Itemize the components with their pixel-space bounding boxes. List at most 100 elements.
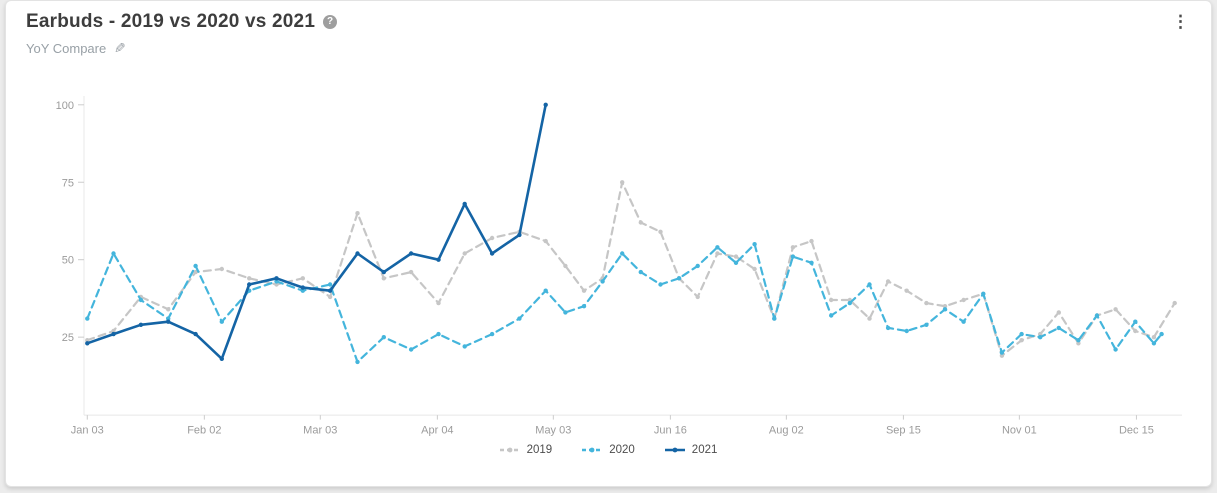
series-point-2021 (193, 331, 198, 337)
series-point-2021 (436, 257, 441, 262)
series-point-2019 (924, 300, 929, 306)
legend-label: 2021 (691, 444, 718, 456)
page-title: Earbuds - 2019 vs 2020 vs 2021 (26, 11, 316, 32)
series-point-2019 (790, 245, 796, 250)
series-point-2020 (847, 300, 852, 306)
x-tick-label: Nov 01 (1002, 425, 1037, 437)
series-point-2020 (462, 344, 467, 349)
series-point-2021 (543, 102, 548, 108)
series-point-2019 (1113, 307, 1118, 312)
series-point-2020 (408, 347, 414, 352)
legend-marker-2020 (582, 447, 603, 453)
card-header: Earbuds - 2019 vs 2020 vs 2021 ? YoY Com… (26, 11, 338, 57)
series-point-2021 (138, 322, 144, 327)
series-point-2020 (166, 316, 171, 321)
series-point-2020 (563, 310, 568, 315)
series-point-2020 (809, 260, 814, 265)
series-point-2019 (1038, 331, 1043, 337)
series-point-2020 (638, 269, 643, 275)
series-point-2019 (695, 294, 700, 300)
series-point-2020 (111, 251, 116, 256)
x-tick-label: Jan 03 (71, 425, 104, 437)
legend-marker-2019 (499, 447, 520, 453)
series-line-2019[interactable] (86, 181, 1176, 357)
series-point-2021 (381, 269, 386, 275)
series-point-2020 (715, 245, 720, 250)
series-point-2019 (563, 263, 568, 269)
series-point-2020 (600, 279, 605, 284)
series-point-2021 (219, 356, 224, 361)
series-point-2019 (1076, 341, 1081, 346)
series-point-2019 (489, 235, 495, 241)
series-point-2019 (247, 276, 252, 281)
series-point-2019 (942, 304, 948, 309)
legend-item-2021[interactable]: 2021 (664, 444, 718, 456)
series-point-2020 (924, 322, 929, 327)
series-point-2019 (462, 251, 467, 256)
series-point-2020 (695, 263, 700, 269)
series-point-2020 (829, 313, 834, 318)
series-point-2020 (543, 288, 548, 293)
legend-marker-2021 (664, 447, 685, 453)
series-point-2020 (517, 316, 522, 321)
series-point-2020 (300, 288, 305, 293)
x-tick-label: Mar 03 (303, 425, 337, 437)
series-line-2020[interactable] (86, 243, 1163, 363)
series-point-2020 (999, 350, 1005, 355)
series-point-2020 (1133, 319, 1138, 324)
series-point-2019 (867, 316, 872, 321)
series-point-2019 (436, 300, 441, 306)
series-point-2021 (300, 285, 305, 290)
y-tick-label: 100 (56, 100, 74, 112)
series-point-2019 (111, 328, 116, 334)
series-point-2019 (658, 229, 663, 234)
series-point-2019 (904, 288, 909, 293)
series-point-2020 (1113, 347, 1118, 352)
series-point-2020 (658, 282, 663, 287)
series-point-2020 (381, 335, 386, 340)
series-line-2021[interactable] (86, 103, 547, 361)
series-point-2019 (638, 220, 643, 225)
series-point-2019 (620, 180, 625, 185)
series-point-2020 (620, 251, 625, 256)
series-point-2019 (543, 238, 548, 244)
series-point-2019 (193, 269, 198, 275)
series-point-2020 (1159, 331, 1164, 337)
series-point-2019 (715, 251, 720, 256)
series-point-2019 (300, 276, 305, 281)
series-point-2020 (138, 297, 144, 303)
series-point-2021 (327, 288, 333, 293)
series-point-2020 (885, 325, 891, 331)
chart-canvas[interactable]: 25 50 75 100 Jan 03 Feb 02 Mar 03 Apr 04 May 03 J… (6, 1, 1217, 441)
series-point-2020 (1019, 331, 1024, 337)
help-icon[interactable]: ? (323, 15, 338, 29)
series-point-2020 (581, 304, 587, 309)
series-point-2021 (166, 319, 171, 324)
series-point-2020 (981, 291, 986, 296)
series-point-2020 (355, 359, 360, 365)
series-point-2021 (355, 251, 360, 256)
x-tick-label: Apr 04 (421, 425, 453, 437)
y-tick-label: 75 (62, 177, 74, 189)
kebab-menu-icon[interactable]: ⋮ (1172, 12, 1189, 31)
series-point-2020 (790, 254, 796, 259)
series-point-2019 (829, 297, 834, 303)
series-point-2019 (1056, 310, 1062, 315)
legend-item-2020[interactable]: 2020 (582, 444, 635, 456)
chart-card: Earbuds - 2019 vs 2020 vs 2021 ? YoY Com… (5, 0, 1212, 487)
series-point-2020 (436, 331, 441, 337)
series-point-2021 (517, 232, 522, 238)
series-point-2020 (867, 282, 872, 287)
series-point-2020 (327, 282, 333, 287)
x-tick-label: Dec 15 (1119, 425, 1154, 437)
chart-legend: 2019 2020 2021 (6, 444, 1211, 456)
series-point-2020 (942, 307, 948, 312)
series-point-2021 (85, 341, 90, 346)
series-point-2019 (961, 297, 966, 303)
series-point-2020 (752, 242, 757, 247)
series-point-2020 (1076, 338, 1081, 343)
series-point-2021 (274, 276, 279, 281)
legend-item-2019[interactable]: 2019 (499, 444, 552, 456)
y-tick-label: 50 (62, 255, 74, 267)
series-point-2020 (772, 316, 777, 321)
